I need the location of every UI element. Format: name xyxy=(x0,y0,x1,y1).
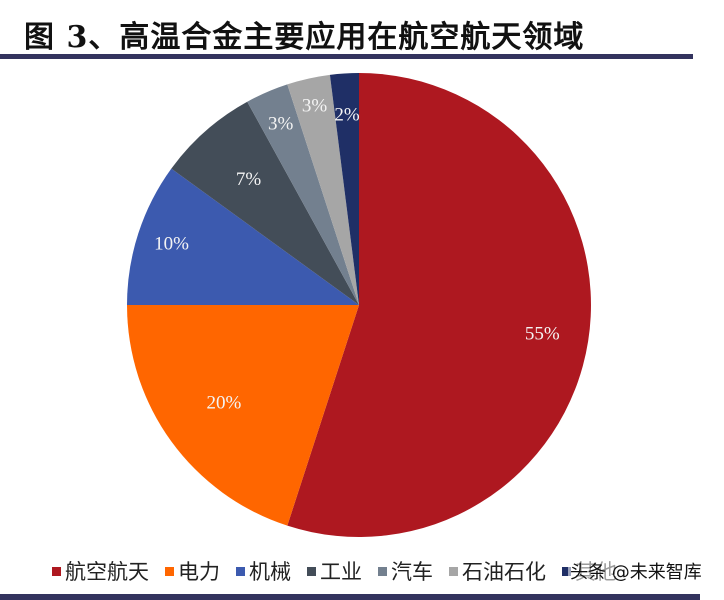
legend-swatch-power xyxy=(165,566,174,576)
legend-item-petrochemical: 石油石化 xyxy=(449,556,546,586)
title-underline-rule xyxy=(0,54,693,59)
value-label-other: 2% xyxy=(334,105,360,126)
legend-swatch-automotive xyxy=(378,566,387,576)
pie-slice-industry xyxy=(171,101,359,305)
legend-label: 工业 xyxy=(320,560,362,584)
legend-label: 电力 xyxy=(178,560,220,584)
legend-item-aerospace: 航空航天 xyxy=(52,556,149,586)
legend-item-power: 电力 xyxy=(165,556,220,586)
chart-legend: 航空航天 电力 机械 工业 汽车 石油石化 其他 xyxy=(52,556,633,586)
legend-swatch-aerospace xyxy=(52,566,61,576)
pie-slices xyxy=(127,73,591,537)
value-label-power: 20% xyxy=(206,393,241,414)
pie-slice-machinery xyxy=(127,168,359,305)
value-label-industry: 7% xyxy=(236,169,262,190)
legend-swatch-machinery xyxy=(236,566,245,576)
value-label-aerospace: 55% xyxy=(525,324,560,345)
bottom-rule xyxy=(0,594,700,600)
pie-slice-power xyxy=(127,305,359,526)
pie-slice-other xyxy=(329,73,359,305)
pie-slice-automotive xyxy=(247,84,359,305)
value-label-machinery: 10% xyxy=(154,234,189,255)
legend-label: 石油石化 xyxy=(462,560,546,584)
legend-label: 航空航天 xyxy=(65,560,149,584)
legend-swatch-industry xyxy=(307,566,316,576)
legend-swatch-other xyxy=(562,566,571,576)
legend-item-automotive: 汽车 xyxy=(378,556,433,586)
pie-value-labels: 55% 20% 10% 7% 3% 3% 2% xyxy=(154,95,560,413)
value-label-petrochemical: 3% xyxy=(302,95,328,116)
value-label-automotive: 3% xyxy=(268,114,294,135)
legend-item-machinery: 机械 xyxy=(236,556,291,586)
legend-item-industry: 工业 xyxy=(307,556,362,586)
pie-slice-petrochemical xyxy=(287,74,359,305)
watermark: 头条 @未来智库 xyxy=(568,558,704,584)
pie-slice-aerospace xyxy=(287,73,591,537)
legend-label: 汽车 xyxy=(391,560,433,584)
figure-title: 图 3、高温合金主要应用在航空航天领域 xyxy=(24,20,585,55)
legend-label: 机械 xyxy=(249,560,291,584)
legend-swatch-petrochemical xyxy=(449,566,458,576)
